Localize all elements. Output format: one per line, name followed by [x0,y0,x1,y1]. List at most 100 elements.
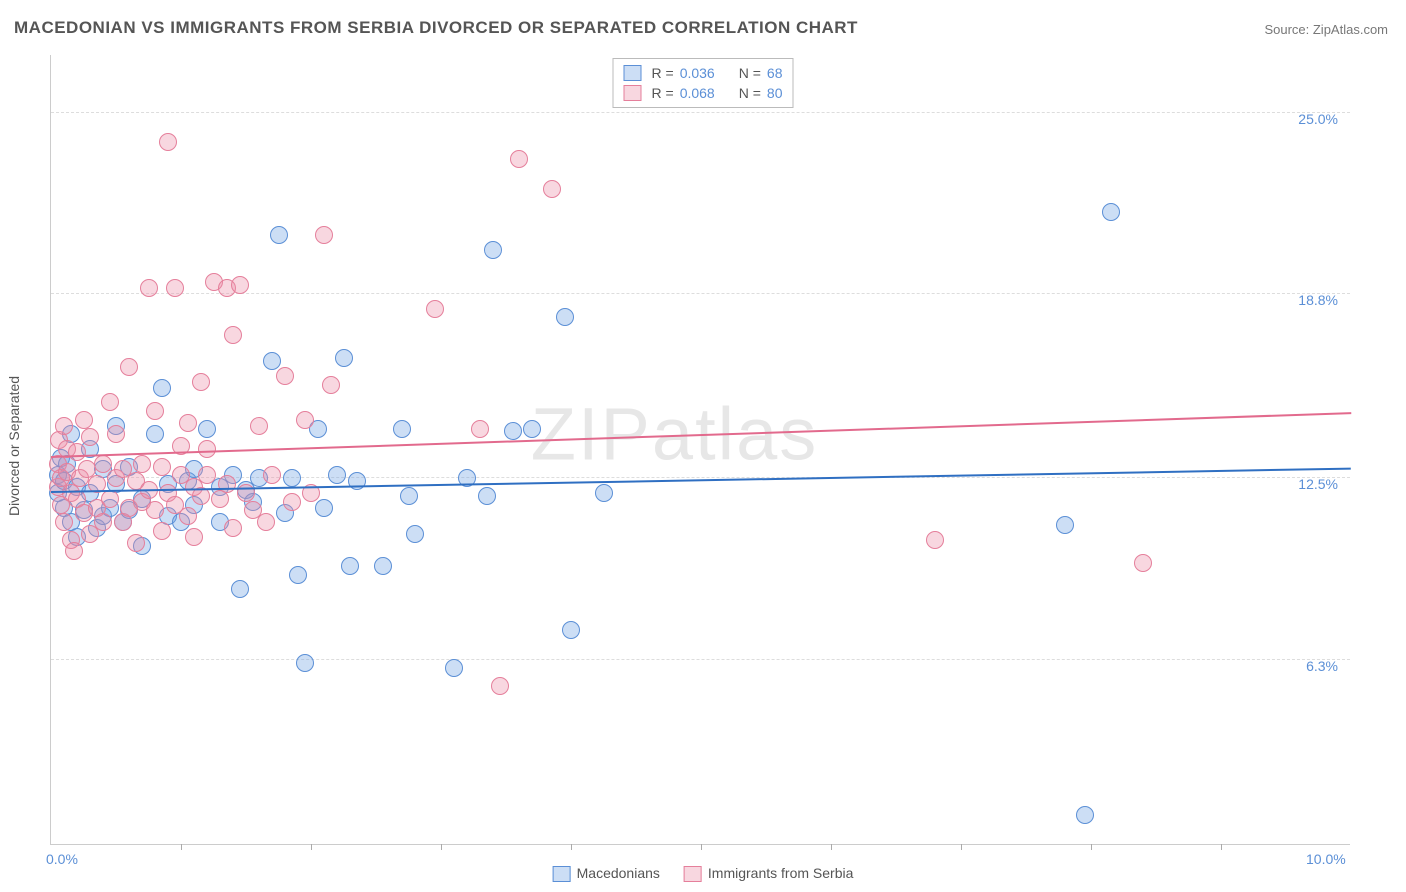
scatter-point-macedonians [562,621,580,639]
r-value: 0.068 [680,85,715,101]
scatter-point-serbia [218,475,236,493]
scatter-point-serbia [146,402,164,420]
gridline [51,293,1350,294]
n-label: N = [739,65,761,81]
scatter-point-serbia [231,276,249,294]
scatter-point-serbia [94,513,112,531]
scatter-point-macedonians [504,422,522,440]
r-label: R = [652,85,674,101]
scatter-point-serbia [283,493,301,511]
scatter-point-serbia [257,513,275,531]
scatter-point-macedonians [1076,806,1094,824]
r-label: R = [652,65,674,81]
scatter-point-macedonians [523,420,541,438]
scatter-point-serbia [120,358,138,376]
gridline [51,659,1350,660]
scatter-point-serbia [153,458,171,476]
scatter-point-serbia [179,507,197,525]
scatter-point-serbia [322,376,340,394]
x-tick [701,844,702,850]
scatter-point-serbia [198,440,216,458]
scatter-point-macedonians [328,466,346,484]
legend-stat-row: R = 0.036 N = 68 [624,63,783,83]
watermark-text: ZIPatlas [531,391,818,476]
scatter-point-macedonians [406,525,424,543]
x-tick [831,844,832,850]
x-tick [1221,844,1222,850]
scatter-point-serbia [185,528,203,546]
legend-swatch [684,866,702,882]
x-tick [571,844,572,850]
legend-stats: R = 0.036 N = 68 R = 0.068 N = 80 [613,58,794,108]
legend-item: Macedonians [553,865,660,882]
scatter-point-serbia [146,501,164,519]
scatter-point-macedonians [1102,203,1120,221]
x-tick [1091,844,1092,850]
n-value: 68 [767,65,783,81]
x-tick [181,844,182,850]
scatter-point-serbia [133,455,151,473]
scatter-point-macedonians [198,420,216,438]
scatter-point-serbia [55,513,73,531]
trendline-serbia [51,412,1351,458]
x-max-label: 10.0% [1306,851,1346,867]
scatter-point-serbia [101,393,119,411]
scatter-point-serbia [94,455,112,473]
scatter-point-serbia [250,417,268,435]
scatter-point-serbia [192,373,210,391]
scatter-point-serbia [55,417,73,435]
gridline [51,477,1350,478]
legend-item: Immigrants from Serbia [684,865,853,882]
y-tick-label: 6.3% [1306,658,1338,674]
scatter-point-serbia [491,677,509,695]
scatter-point-macedonians [289,566,307,584]
scatter-point-macedonians [296,654,314,672]
scatter-point-serbia [224,519,242,537]
legend-stat-row: R = 0.068 N = 80 [624,83,783,103]
x-min-label: 0.0% [46,851,78,867]
scatter-point-macedonians [231,580,249,598]
chart-container: MACEDONIAN VS IMMIGRANTS FROM SERBIA DIV… [0,0,1406,892]
scatter-point-serbia [263,466,281,484]
scatter-point-macedonians [484,241,502,259]
scatter-point-serbia [140,279,158,297]
scatter-point-serbia [107,425,125,443]
scatter-point-serbia [81,428,99,446]
scatter-point-macedonians [445,659,463,677]
scatter-point-serbia [1134,554,1152,572]
legend-swatch [624,65,642,81]
scatter-point-macedonians [283,469,301,487]
scatter-point-serbia [166,279,184,297]
scatter-point-serbia [159,133,177,151]
legend-series: Macedonians Immigrants from Serbia [553,865,854,882]
y-tick-label: 25.0% [1298,111,1338,127]
scatter-point-macedonians [146,425,164,443]
scatter-point-serbia [315,226,333,244]
scatter-point-serbia [926,531,944,549]
scatter-point-serbia [543,180,561,198]
scatter-point-macedonians [335,349,353,367]
n-label: N = [739,85,761,101]
source-label: Source: ZipAtlas.com [1264,22,1388,37]
y-tick-label: 12.5% [1298,476,1338,492]
scatter-point-serbia [296,411,314,429]
scatter-point-serbia [198,466,216,484]
r-value: 0.036 [680,65,715,81]
scatter-point-serbia [65,542,83,560]
scatter-point-serbia [224,326,242,344]
scatter-point-macedonians [270,226,288,244]
scatter-point-macedonians [1056,516,1074,534]
y-axis-title: Divorced or Separated [6,376,22,516]
chart-title: MACEDONIAN VS IMMIGRANTS FROM SERBIA DIV… [14,18,858,38]
scatter-point-serbia [179,414,197,432]
scatter-point-macedonians [478,487,496,505]
legend-label: Immigrants from Serbia [708,865,853,881]
legend-swatch [624,85,642,101]
scatter-point-macedonians [393,420,411,438]
y-tick-label: 18.8% [1298,292,1338,308]
x-tick [961,844,962,850]
legend-label: Macedonians [577,865,660,881]
n-value: 80 [767,85,783,101]
scatter-point-serbia [471,420,489,438]
gridline [51,112,1350,113]
